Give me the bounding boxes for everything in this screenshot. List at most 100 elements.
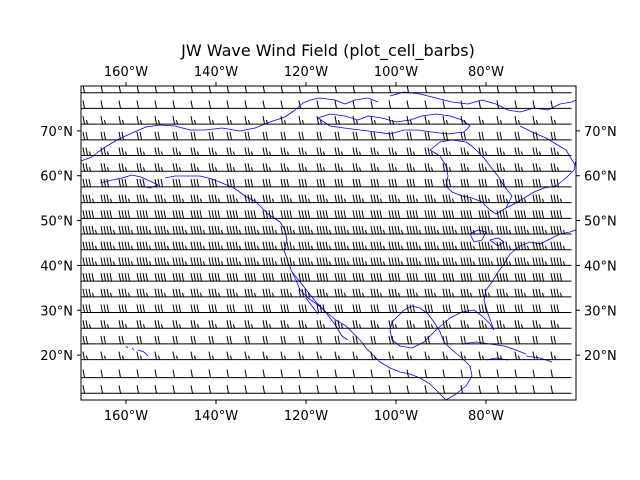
wind-barb: [298, 304, 320, 314]
wind-barb: [316, 116, 338, 125]
wind-barb: [316, 304, 338, 314]
wind-barb: [262, 178, 284, 188]
wind-barb: [280, 385, 302, 394]
wind-barb: [316, 241, 338, 251]
wind-barb: [262, 100, 284, 109]
wind-barb: [352, 194, 374, 204]
x-tick-label-top: 100°W: [374, 65, 418, 80]
wind-barb: [208, 369, 230, 379]
wind-barb: [208, 178, 230, 188]
wind-barb: [496, 131, 518, 141]
wind-barb: [316, 163, 338, 172]
wind-barb: [514, 320, 536, 329]
wind-barb: [82, 351, 104, 361]
wind-barb: [514, 131, 536, 141]
wind-barb: [280, 210, 302, 219]
wind-barb: [496, 210, 518, 219]
wind-barb: [81, 392, 86, 394]
wind-barb: [280, 273, 302, 282]
wind-barb: [388, 335, 410, 345]
wind-barb: [190, 369, 212, 379]
wind-barb: [370, 288, 392, 298]
wind-barb: [334, 210, 356, 219]
wind-barb: [100, 131, 122, 141]
wind-barb: [424, 335, 446, 345]
wind-barb: [460, 304, 482, 314]
wind-barb: [244, 335, 266, 345]
wind-barb: [226, 241, 248, 251]
wind-barb: [550, 288, 572, 298]
wind-barb: [532, 385, 554, 394]
wind-barb: [478, 288, 500, 298]
wind-barb: [424, 241, 446, 251]
wind-barb: [496, 147, 518, 157]
wind-barb: [352, 210, 374, 219]
wind-barb: [118, 241, 140, 251]
wind-barb: [352, 225, 374, 235]
wind-barb: [478, 320, 500, 329]
wind-barb: [190, 116, 212, 125]
wind-barb: [478, 369, 500, 379]
wind-barb: [424, 351, 446, 361]
wind-barb: [118, 210, 140, 219]
wind-barb: [81, 264, 86, 266]
wind-barb: [478, 194, 500, 204]
wind-barb: [118, 163, 140, 172]
wind-barb: [478, 304, 500, 314]
wind-barb: [154, 131, 176, 141]
wind-barb: [82, 320, 104, 329]
wind-barb: [442, 257, 464, 266]
wind-barb: [406, 116, 428, 125]
wind-barb: [226, 131, 248, 141]
wind-barb: [208, 385, 230, 394]
wind-barb: [496, 351, 518, 361]
wind-barb: [388, 210, 410, 219]
wind-barb: [81, 92, 86, 94]
wind-barb: [532, 257, 554, 266]
wind-barb: [154, 257, 176, 266]
wind-barb: [154, 320, 176, 329]
wind-barb: [550, 241, 572, 251]
wind-barb: [172, 116, 194, 125]
wind-barb: [334, 225, 356, 235]
wind-barb: [118, 100, 140, 109]
wind-barb: [442, 273, 464, 282]
wind-barb: [262, 257, 284, 266]
wind-barb: [81, 186, 86, 188]
coastline-caribbean: [461, 341, 553, 363]
wind-barb: [82, 257, 104, 266]
wind-barb: [550, 351, 572, 361]
wind-barb: [100, 116, 122, 125]
wind-barb: [244, 320, 266, 329]
y-tick-label-left: 70°N: [40, 125, 73, 140]
wind-barb: [136, 147, 158, 157]
wind-barb: [550, 131, 572, 141]
wind-barb: [496, 194, 518, 204]
wind-barb: [190, 241, 212, 251]
wind-barb: [406, 369, 428, 379]
wind-barb: [226, 194, 248, 204]
wind-barb: [190, 385, 212, 394]
wind-barb: [298, 147, 320, 157]
x-tick-label-top: 160°W: [104, 65, 148, 80]
wind-barb: [424, 131, 446, 141]
wind-barb: [550, 385, 572, 394]
wind-barb: [118, 320, 140, 329]
wind-barb: [118, 385, 140, 394]
wind-barb: [262, 241, 284, 251]
wind-barb: [532, 273, 554, 282]
coastline-west-na: [211, 178, 447, 400]
wind-barb: [532, 131, 554, 141]
wind-barb: [136, 385, 158, 394]
wind-barb: [334, 131, 356, 141]
wind-barb: [172, 304, 194, 314]
wind-barb: [478, 210, 500, 219]
wind-barb: [370, 273, 392, 282]
wind-barb: [460, 210, 482, 219]
wind-barb: [424, 385, 446, 394]
wind-barb: [460, 288, 482, 298]
wind-barb: [406, 335, 428, 345]
wind-barb: [82, 163, 104, 172]
wind-barb: [280, 351, 302, 361]
wind-barb: [226, 178, 248, 188]
